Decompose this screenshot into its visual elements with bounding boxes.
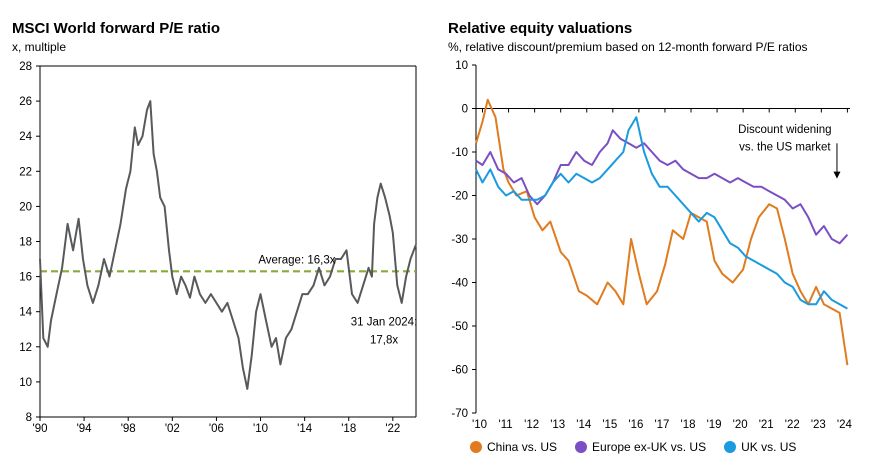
chart0-x-tick-label: '22 [385, 423, 400, 435]
chart1-x-tick-label: '23 [811, 419, 826, 431]
chart0-y-tick-label: 28 [19, 61, 32, 73]
legend-item-europe: Europe ex-UK vs. US [575, 440, 706, 454]
chart1-y-tick-label: -40 [451, 278, 468, 290]
chart1-y-tick-label: -50 [451, 321, 468, 333]
legend-swatch-china [470, 441, 482, 453]
chart0-y-tick-label: 10 [19, 377, 32, 389]
chart0-y-tick-label: 20 [19, 201, 32, 213]
chart0-annotation-line2: 17,8x [370, 334, 398, 346]
legend-swatch-uk [724, 441, 737, 453]
chart1-y-tick-label: -10 [451, 147, 468, 159]
chart0-series-line-0 [39, 100, 417, 390]
chart1-x-tick-label: '20 [733, 419, 748, 431]
legend-label-europe: Europe ex-UK vs. US [592, 440, 707, 454]
chart0-x-tick-label: '02 [165, 423, 180, 435]
legend-item-uk: UK vs. US [724, 440, 796, 454]
chart0-y-tick-label: 18 [19, 237, 32, 249]
chart1-x-tick-label: '21 [759, 419, 774, 431]
chart0-x-tick-label: '98 [121, 423, 136, 435]
chart1-x-tick-label: '10 [472, 419, 487, 431]
chart1-arrow-head [833, 171, 841, 179]
chart0-x-tick-label: '18 [341, 423, 356, 435]
chart1-y-tick-label: -60 [451, 365, 468, 377]
chart1-x-tick-label: '11 [499, 419, 513, 431]
chart0-x-tick-label: '94 [77, 423, 93, 435]
chart1-x-tick-label: '19 [707, 419, 722, 431]
chart1-x-tick-label: '17 [654, 419, 669, 431]
chart0-y-tick-label: 8 [26, 412, 32, 424]
legend-swatch-europe [575, 441, 588, 453]
chart0-average-label: Average: 16,3x [258, 254, 335, 266]
chart0-x-tick-label: '06 [209, 423, 224, 435]
chart0-y-tick-label: 26 [19, 96, 32, 108]
chart1-x-tick-label: '14 [576, 419, 592, 431]
chart1-x-tick-label: '12 [524, 419, 539, 431]
chart1-y-tick-label: -30 [451, 234, 468, 246]
legend-label-uk: UK vs. US [741, 440, 797, 454]
right-chart-legend: China vs. US Europe ex-UK vs. US UK vs. … [470, 440, 796, 454]
right-chart-subtitle: %, relative discount/premium based on 12… [448, 40, 808, 54]
chart1-x-tick-label: '22 [785, 419, 800, 431]
chart1-y-tick-label: -20 [451, 191, 468, 203]
chart1-x-tick-label: '15 [602, 419, 617, 431]
chart1-annotation-line1: Discount widening [738, 124, 831, 136]
chart1-x-tick-label: '16 [628, 419, 643, 431]
chart0-y-tick-label: 22 [19, 166, 32, 178]
chart0-x-tick-label: '10 [253, 423, 268, 435]
chart0-y-tick-label: 12 [19, 342, 32, 354]
chart0-y-tick-label: 24 [19, 131, 32, 143]
chart0-x-tick-label: '14 [297, 423, 313, 435]
chart1-x-tick-label: '18 [681, 419, 696, 431]
chart1-series-line-2 [475, 116, 848, 310]
chart1-series-line-1 [475, 129, 849, 245]
chart1-y-tick-label: 0 [462, 104, 468, 116]
chart1-series-line-0 [475, 98, 849, 366]
chart0-y-tick-label: 14 [19, 307, 32, 319]
legend-label-china: China vs. US [487, 440, 558, 454]
right-chart-title: Relative equity valuations [448, 20, 633, 37]
legend-item-china: China vs. US [470, 440, 557, 454]
chart0-y-tick-label: 16 [19, 272, 32, 284]
chart1-annotation-line2: vs. the US market [739, 141, 831, 153]
chart0-x-tick-label: '90 [33, 423, 48, 435]
left-chart-title: MSCI World forward P/E ratio [12, 20, 221, 37]
left-chart-subtitle: x, multiple [12, 40, 67, 54]
chart1-x-tick-label: '13 [550, 419, 565, 431]
chart1-y-tick-label: -70 [451, 408, 468, 420]
chart0-annotation-line1: 31 Jan 2024: [351, 317, 418, 329]
chart1-x-tick-label: '24 [837, 419, 853, 431]
chart1-y-tick-label: 10 [455, 60, 468, 72]
